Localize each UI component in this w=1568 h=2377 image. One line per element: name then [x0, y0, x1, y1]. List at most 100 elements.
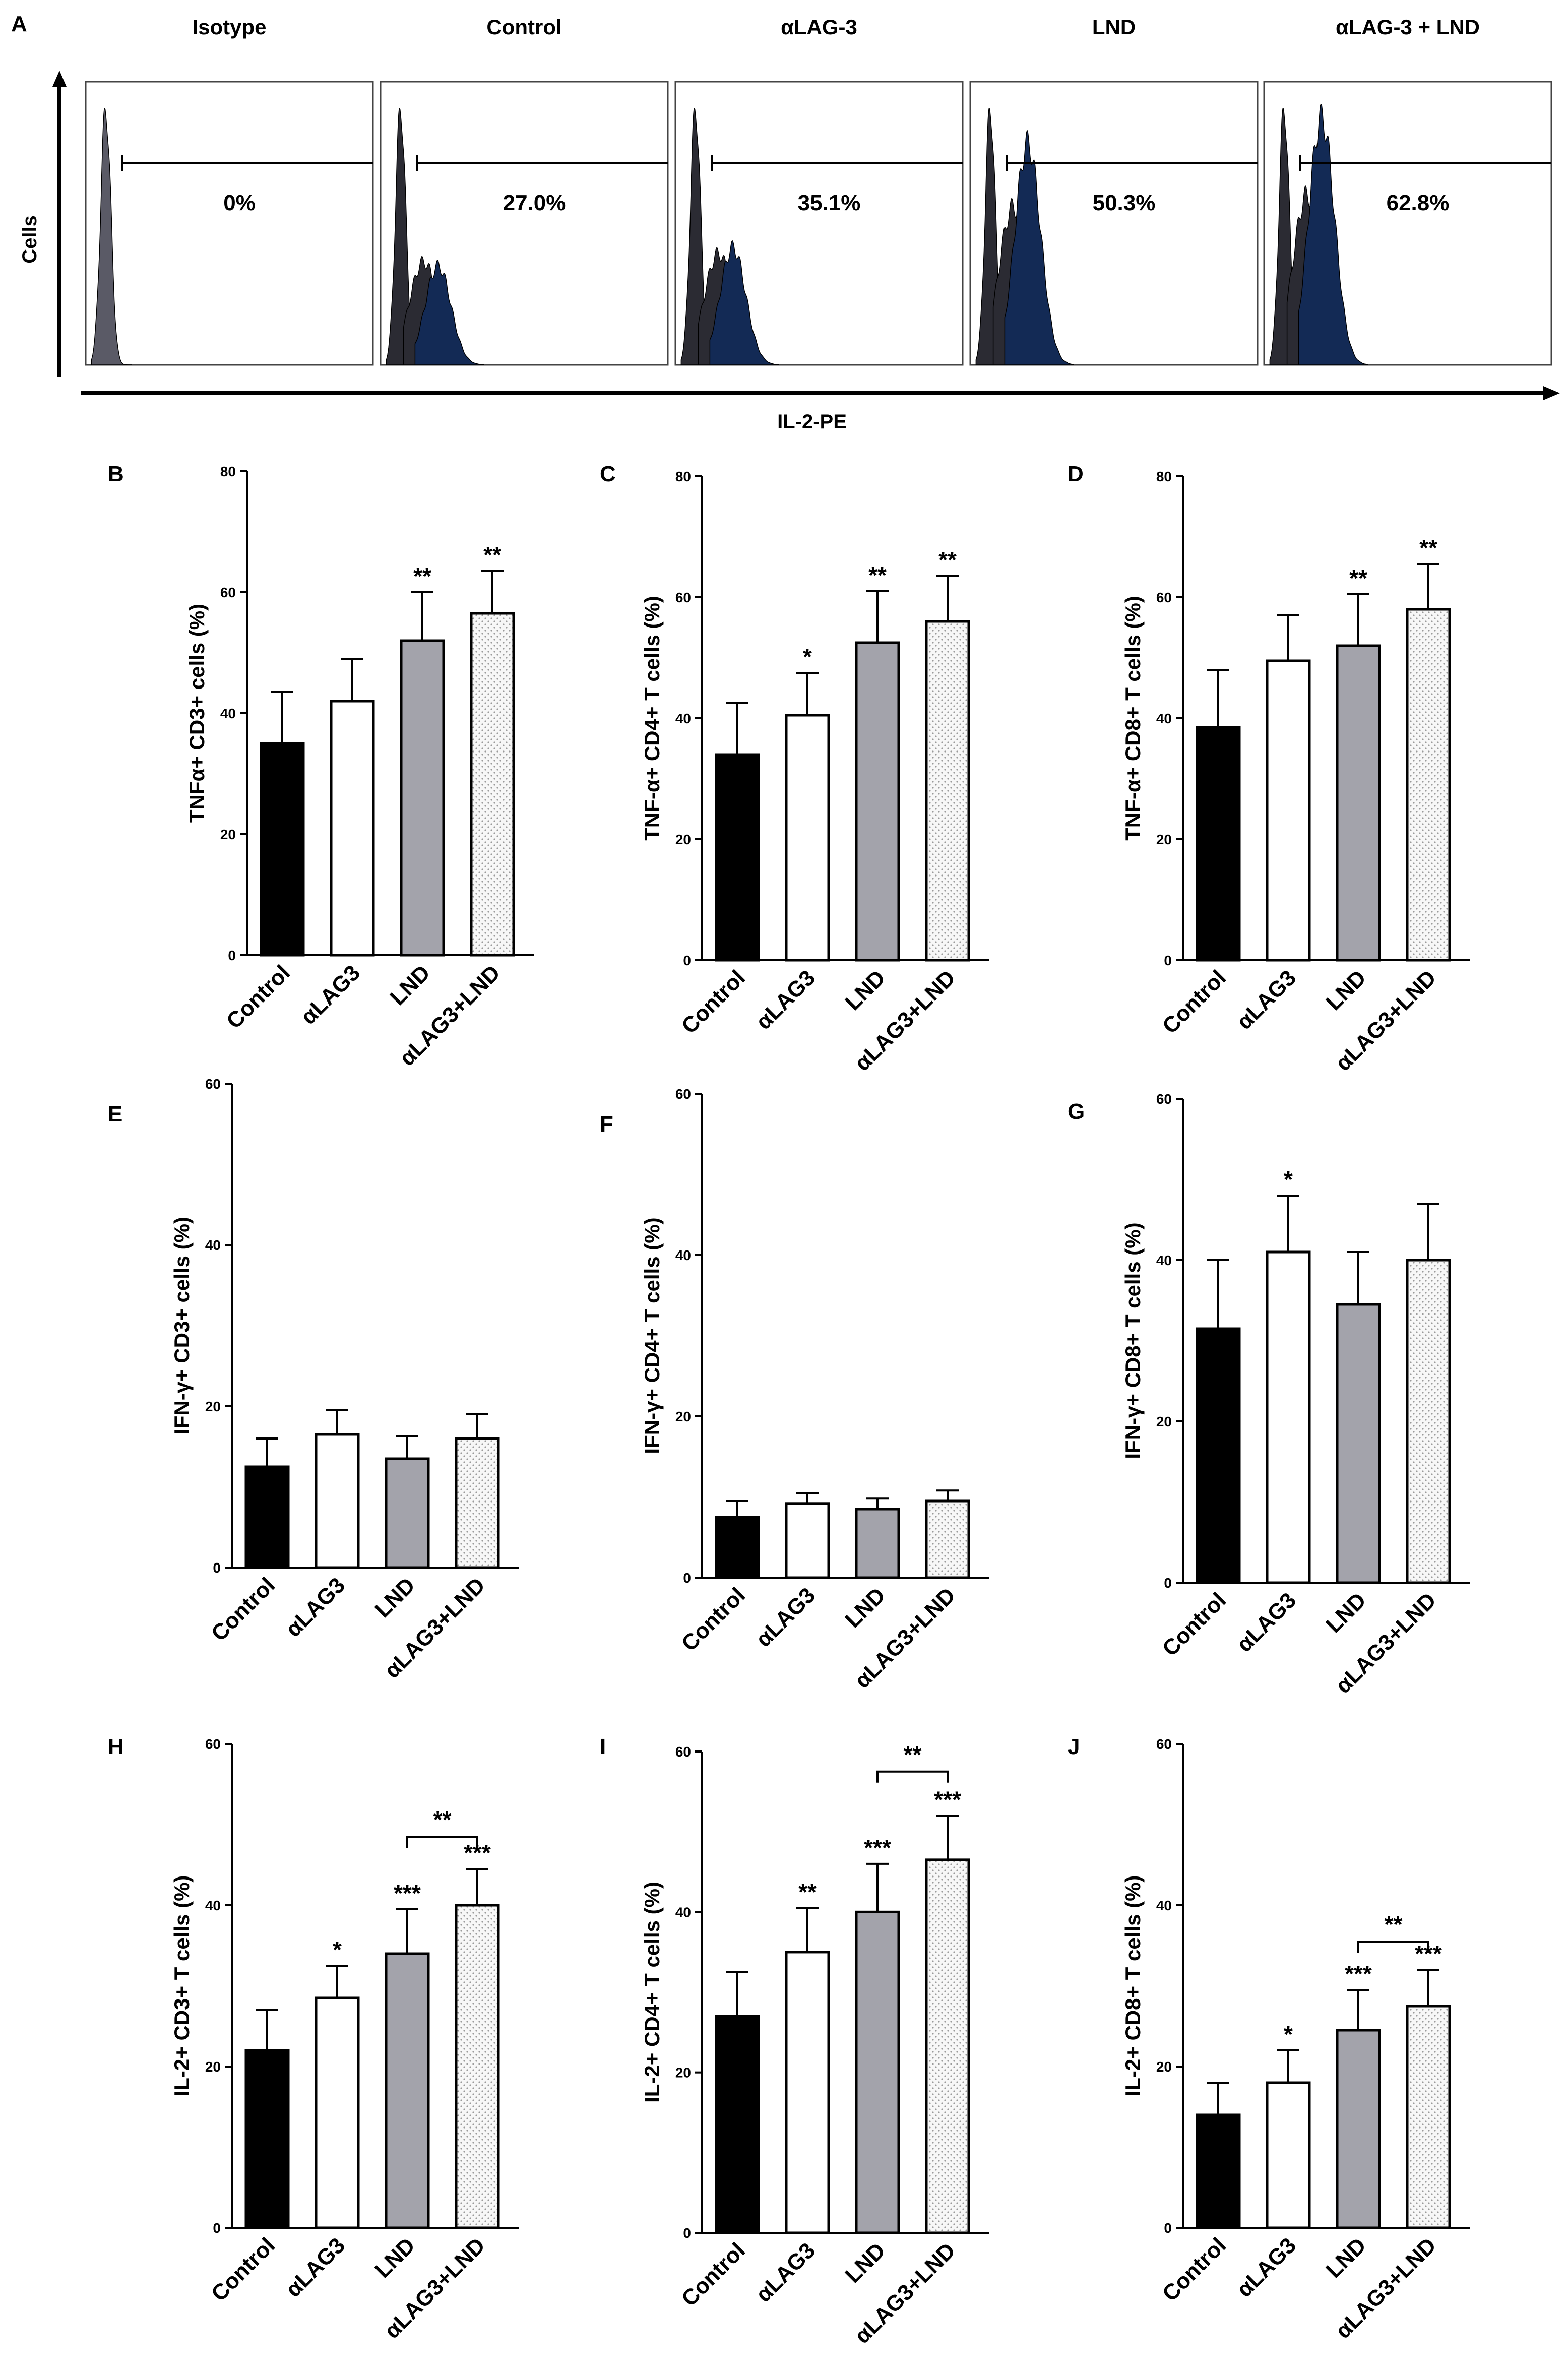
significance-stars: *: [333, 1936, 342, 1963]
bar-2: [315, 1996, 360, 2229]
panel-a: A Cells IL-2-PE: [11, 12, 1560, 433]
bar-1: [244, 2049, 290, 2229]
y-axis-label: IFN-γ+ CD8+ T cells (%): [1121, 1222, 1145, 1459]
y-tick-label: 40: [205, 1898, 221, 1913]
x-category-label: αLAG3: [1232, 2233, 1301, 2302]
histogram-title: αLAG-3: [781, 15, 857, 39]
significance-stars: **: [413, 563, 431, 589]
chart-panel-h: H 0 20 40 60 IL-2+ CD3+ T cells (%) Control αLA…: [108, 1734, 519, 2343]
x-category-label: Control: [1158, 965, 1231, 1038]
histogram-title: αLAG-3 + LND: [1336, 15, 1480, 39]
positive-peak: [414, 259, 484, 365]
bar-2: [785, 1502, 830, 1579]
y-tick-label: 0: [683, 2225, 691, 2241]
bar-4: [470, 612, 515, 957]
significance-stars: ***: [934, 1786, 961, 1812]
bar-3: [1336, 1303, 1381, 1584]
bar-4: [1406, 1259, 1451, 1584]
x-category-label: Control: [1158, 1588, 1231, 1661]
significance-stars: ***: [1345, 1961, 1372, 1987]
positive-peak: [709, 240, 779, 365]
y-tick-label: 40: [220, 706, 236, 721]
y-tick-label: 60: [1156, 590, 1172, 605]
significance-stars: **: [1419, 535, 1437, 561]
panel-label: J: [1068, 1734, 1080, 1759]
y-tick-label: 0: [213, 2220, 221, 2236]
y-tick-label: 40: [1156, 1253, 1172, 1268]
chart-panel-f: F 0 20 40 60 IFN-γ+ CD4+ T cells (%) Control αL…: [600, 1086, 989, 1693]
significance-stars: *: [1284, 1166, 1293, 1193]
y-tick-label: 60: [675, 1086, 691, 1102]
bar-4: [455, 1437, 500, 1569]
y-tick-label: 20: [205, 2059, 221, 2075]
y-axis-label: IL-2+ CD4+ T cells (%): [640, 1882, 664, 2103]
y-tick-label: 40: [1156, 711, 1172, 726]
x-category-label: αLAG3: [751, 1583, 820, 1652]
histogram-5: αLAG-3 + LND 62.8%: [1263, 15, 1552, 366]
y-tick-label: 40: [675, 1904, 691, 1920]
y-tick-label: 40: [675, 711, 691, 726]
bar-2: [785, 1951, 830, 2234]
x-category-label: Control: [222, 960, 295, 1033]
significance-stars: **: [938, 547, 957, 573]
y-axis-label-cells: Cells: [19, 215, 41, 264]
histogram-4: LND 50.3%: [969, 15, 1259, 366]
significance-stars: ***: [394, 1880, 421, 1906]
y-axis-arrowhead: [52, 71, 67, 87]
x-category-label: LND: [840, 2238, 890, 2288]
histogram-1: Isotype 0%: [85, 15, 374, 366]
significance-stars: **: [798, 1879, 817, 1905]
significance-stars: **: [1349, 565, 1367, 591]
histogram-title: LND: [1092, 15, 1136, 39]
x-axis-label-il2pe: IL-2-PE: [777, 411, 847, 433]
histogram-frame: [85, 81, 374, 366]
gate-percentage: 62.8%: [1387, 191, 1450, 215]
x-category-label: LND: [1321, 1588, 1371, 1638]
bar-1: [715, 2015, 760, 2234]
y-tick-label: 0: [1164, 2220, 1172, 2236]
y-axis-label: TNF-α+ CD8+ T cells (%): [1121, 596, 1145, 841]
gate-percentage: 50.3%: [1093, 191, 1156, 215]
x-category-label: αLAG3: [296, 960, 365, 1029]
positive-peak: [1004, 129, 1074, 365]
bar-2: [330, 700, 375, 957]
y-tick-label: 0: [1164, 953, 1172, 968]
bracket-significance: **: [1385, 1911, 1403, 1937]
bar-3: [855, 641, 900, 962]
x-axis-arrowhead: [1543, 386, 1560, 400]
bar-2: [1266, 2081, 1311, 2229]
chart-panel-b: B 0 20 40 60 80 TNFα+ CD3+ cells (%) Control αLA…: [108, 462, 534, 1071]
y-tick-label: 40: [675, 1247, 691, 1263]
bar-3: [385, 1952, 430, 2229]
gate-percentage: 0%: [223, 191, 256, 215]
x-category-label: Control: [1158, 2233, 1231, 2306]
y-tick-label: 20: [675, 2065, 691, 2081]
y-tick-label: 60: [1156, 1091, 1172, 1107]
y-axis-label: IL-2+ CD3+ T cells (%): [170, 1875, 194, 2097]
bar-4: [1406, 2005, 1451, 2229]
significance-stars: **: [483, 542, 501, 568]
bracket-significance: **: [433, 1806, 452, 1833]
y-tick-label: 0: [1164, 1575, 1172, 1591]
chart-panel-i: I 0 20 40 60 IL-2+ CD4+ T cells (%) Control αLA…: [600, 1734, 989, 2348]
bar-4: [1406, 608, 1451, 962]
chart-panel-c: C 0 20 40 60 80 TNF-α+ CD4+ T cells (%) Control…: [600, 462, 989, 1076]
bar-1: [260, 742, 305, 957]
panel-label: I: [600, 1734, 606, 1759]
bar-2: [315, 1433, 360, 1569]
comparison-bracket: [406, 1836, 478, 1848]
y-tick-label: 20: [220, 827, 236, 842]
x-category-label: Control: [677, 2238, 750, 2311]
histogram-row: Isotype 0% Control 27.0% αLAG-3 35.1% LND 50.3%…: [85, 15, 1552, 366]
bar-3: [1336, 644, 1381, 962]
gate-percentage: 27.0%: [503, 191, 566, 215]
panel-label: B: [108, 462, 124, 486]
negative-peak: [91, 108, 132, 365]
y-tick-label: 0: [683, 1570, 691, 1586]
bar-1: [1196, 2113, 1241, 2229]
gate-percentage: 35.1%: [798, 191, 861, 215]
chart-panel-g: G 0 20 40 60 IFN-γ+ CD8+ T cells (%) Control αL…: [1068, 1091, 1470, 1698]
bar-4: [925, 1858, 970, 2234]
bar-3: [855, 1508, 900, 1579]
